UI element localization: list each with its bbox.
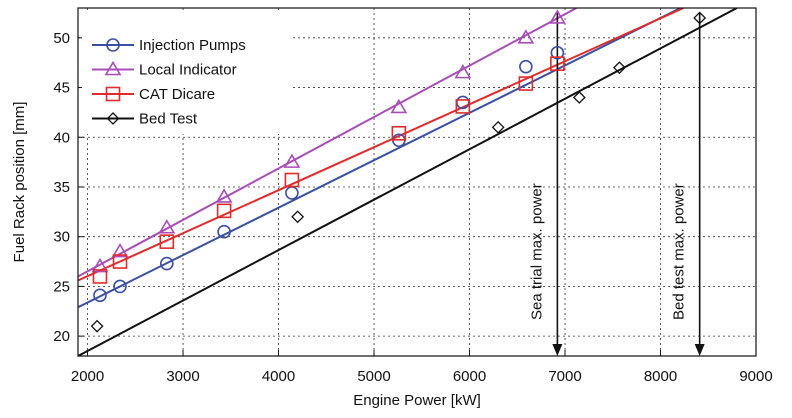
legend-background: [82, 12, 292, 134]
x-tick-label: 4000: [262, 368, 295, 385]
x-tick-label: 7000: [548, 368, 581, 385]
legend-marker: [106, 112, 120, 125]
data-point: [93, 288, 107, 303]
data-point: [391, 125, 407, 141]
y-tick-label: 40: [53, 129, 70, 146]
data-point: [291, 210, 305, 224]
y-axis-title: Fuel Rack position [mm]: [11, 102, 28, 263]
data-point: [160, 256, 174, 271]
legend-marker: [104, 60, 122, 76]
data-point: [613, 61, 626, 75]
legend-label: CAT Dicare: [139, 86, 215, 103]
data-point: [284, 172, 300, 188]
data-point: [518, 76, 534, 91]
legend-label: Injection Pumps: [139, 37, 246, 54]
data-point: [550, 56, 565, 71]
fit-line: [78, 8, 738, 356]
data-markers: [90, 9, 707, 333]
annotation-label: Bed test max. power: [671, 183, 688, 320]
x-tick-label: 3000: [166, 368, 199, 385]
plot-frame: [77, 7, 757, 357]
annotation-arrow-head: [694, 344, 705, 356]
x-tick-label: 2000: [71, 368, 104, 385]
data-point: [216, 203, 232, 219]
data-point: [693, 11, 707, 25]
annotations: Sea trial max. power Bed test max. power: [528, 12, 705, 356]
data-point: [158, 219, 176, 234]
annotation-arrow-head: [552, 344, 563, 356]
data-point: [111, 243, 129, 258]
legend-marker: [106, 38, 120, 52]
data-point: [215, 188, 233, 203]
y-tick-label: 45: [53, 80, 70, 97]
data-point: [91, 257, 109, 273]
y-tick-label: 25: [53, 278, 70, 295]
data-point: [548, 9, 566, 24]
x-tick-label: 9000: [739, 368, 772, 385]
grid: [78, 8, 756, 356]
data-point: [519, 59, 533, 74]
y-tick-label: 35: [53, 179, 70, 196]
y-tick-label: 20: [53, 328, 70, 345]
fit-line: [78, 8, 682, 309]
legend: Injection Pumps Local Indicator CAT Dicare…: [82, 12, 292, 134]
data-point: [390, 98, 408, 114]
x-tick-label: 6000: [453, 368, 486, 385]
x-axis-title: Engine Power [kW]: [353, 392, 481, 409]
tick-labels: 2000 3000 4000 5000 6000 7000 8000 9000 20 25 30 35…: [53, 30, 772, 385]
data-point: [90, 319, 104, 333]
data-point: [217, 224, 231, 239]
data-point: [92, 269, 108, 284]
data-point: [491, 120, 505, 134]
data-point: [454, 64, 472, 79]
data-point: [159, 234, 175, 249]
data-point: [112, 254, 128, 269]
annotation-label: Sea trial max. power: [528, 183, 545, 320]
data-point: [283, 153, 301, 168]
data-point: [572, 91, 586, 104]
legend-label: Bed Test: [139, 111, 198, 128]
data-point: [285, 186, 299, 200]
x-tick-label: 5000: [357, 368, 390, 385]
legend-marker: [105, 86, 121, 102]
data-point: [113, 279, 127, 294]
y-tick-label: 30: [53, 229, 70, 246]
data-point: [517, 29, 535, 44]
legend-label: Local Indicator: [139, 62, 237, 79]
fit-line: [78, 8, 684, 282]
data-point: [550, 45, 565, 60]
y-tick-label: 50: [53, 30, 70, 47]
x-tick-label: 8000: [644, 368, 677, 385]
data-point: [455, 99, 471, 114]
